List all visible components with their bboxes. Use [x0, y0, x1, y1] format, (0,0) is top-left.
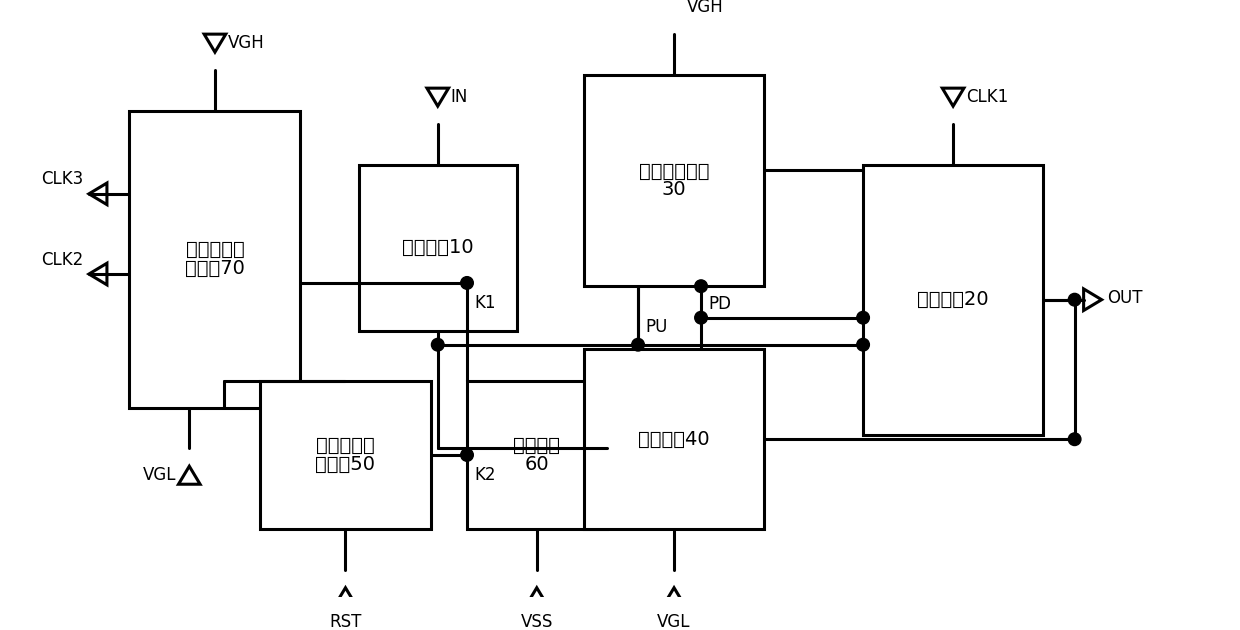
Text: IN: IN: [450, 88, 467, 106]
Circle shape: [857, 311, 869, 324]
Text: 输入模块10: 输入模块10: [402, 238, 474, 258]
Circle shape: [1069, 294, 1081, 306]
Circle shape: [857, 338, 869, 351]
Text: 30: 30: [662, 180, 687, 199]
Bar: [129, 111, 300, 408]
Text: VGH: VGH: [687, 0, 723, 16]
Text: VSS: VSS: [521, 613, 553, 630]
Text: PD: PD: [708, 295, 732, 313]
Text: 输出模块20: 输出模块20: [918, 290, 990, 309]
Circle shape: [631, 338, 645, 351]
Circle shape: [432, 338, 444, 351]
Circle shape: [694, 311, 707, 324]
Bar: [358, 164, 517, 331]
Bar: [863, 164, 1043, 435]
Text: 制模块50: 制模块50: [315, 455, 376, 474]
Text: 下拉模块40: 下拉模块40: [639, 430, 709, 449]
Text: CLK3: CLK3: [41, 171, 83, 188]
Bar: [584, 349, 764, 529]
Text: VGH: VGH: [228, 34, 264, 52]
Text: K2: K2: [474, 466, 496, 484]
Text: 60: 60: [525, 455, 549, 474]
Bar: [260, 381, 432, 529]
Text: 下拉控制模块: 下拉控制模块: [639, 161, 709, 180]
Text: VGL: VGL: [143, 466, 176, 484]
Bar: [584, 74, 764, 286]
Circle shape: [461, 277, 474, 289]
Text: RST: RST: [330, 613, 362, 630]
Text: 复位模块: 复位模块: [513, 436, 560, 455]
Bar: [467, 381, 606, 529]
Text: VGL: VGL: [657, 613, 691, 630]
Circle shape: [694, 280, 707, 292]
Circle shape: [1069, 433, 1081, 445]
Text: PU: PU: [645, 318, 667, 336]
Text: 第二复位控: 第二复位控: [186, 240, 244, 259]
Circle shape: [461, 449, 474, 461]
Text: 第一复位控: 第一复位控: [316, 436, 374, 455]
Text: CLK1: CLK1: [966, 88, 1008, 106]
Text: 制模块70: 制模块70: [185, 259, 244, 278]
Text: K1: K1: [474, 294, 496, 312]
Text: CLK2: CLK2: [41, 251, 83, 268]
Text: OUT: OUT: [1107, 289, 1142, 307]
